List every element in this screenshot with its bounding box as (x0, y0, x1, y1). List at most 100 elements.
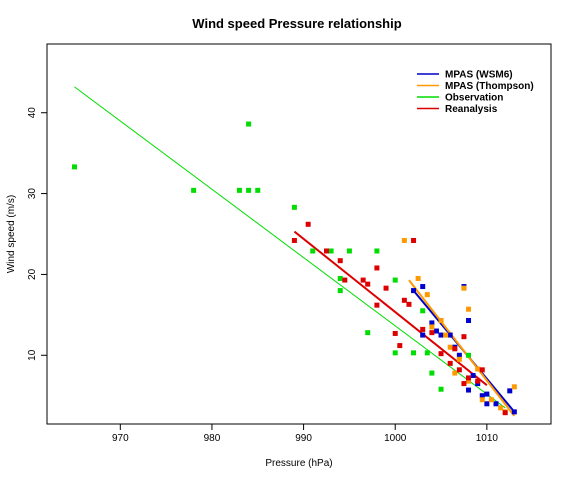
point-reanalysis (479, 367, 485, 373)
point-mpas-wsm6 (507, 388, 513, 394)
point-reanalysis (401, 297, 407, 303)
fit-line-reanalysis (293, 230, 488, 386)
point-mpas-thompson (498, 405, 504, 411)
y-tick-label: 20 (27, 268, 38, 280)
point-mpas-thompson (447, 344, 453, 350)
legend-label-observation: Observation (445, 93, 503, 104)
point-reanalysis (406, 301, 412, 307)
point-mpas-wsm6 (484, 401, 490, 407)
point-mpas-thompson (511, 384, 517, 390)
point-mpas-wsm6 (511, 409, 517, 415)
legend-label-mpas-thompson: MPAS (Thompson) (445, 81, 534, 92)
point-mpas-wsm6 (470, 372, 476, 378)
point-reanalysis (365, 281, 371, 287)
point-mpas-wsm6 (466, 387, 472, 393)
point-observation (365, 330, 371, 336)
point-observation (392, 350, 398, 356)
point-reanalysis (452, 346, 458, 352)
point-observation (337, 275, 343, 281)
point-observation (429, 370, 435, 376)
point-mpas-thompson (401, 237, 407, 243)
point-mpas-thompson (461, 285, 467, 291)
fit-line-observation (74, 86, 506, 409)
point-reanalysis (438, 351, 444, 357)
point-mpas-wsm6 (484, 391, 490, 397)
x-tick-label: 1000 (384, 433, 407, 444)
plot-frame (46, 43, 552, 425)
point-reanalysis (411, 237, 417, 243)
point-observation (191, 187, 197, 193)
point-observation (246, 187, 252, 193)
point-mpas-thompson (488, 397, 494, 403)
point-observation (236, 187, 242, 193)
point-reanalysis (466, 375, 472, 381)
y-tick-label: 10 (27, 349, 38, 361)
x-tick-label: 1010 (476, 433, 499, 444)
point-reanalysis (502, 410, 508, 416)
point-mpas-thompson (415, 275, 421, 281)
point-observation (466, 352, 472, 358)
point-observation (71, 164, 77, 170)
x-tick-label: 970 (112, 433, 129, 444)
y-tick-label: 30 (27, 188, 38, 200)
y-tick-label: 40 (27, 107, 38, 119)
point-observation (424, 350, 430, 356)
point-reanalysis (447, 360, 453, 366)
x-tick-label: 980 (204, 433, 221, 444)
point-reanalysis (383, 285, 389, 291)
point-observation (246, 121, 252, 127)
point-reanalysis (305, 221, 311, 227)
point-observation (438, 386, 444, 392)
point-reanalysis (392, 330, 398, 336)
point-reanalysis (461, 334, 467, 340)
point-mpas-wsm6 (479, 393, 485, 399)
point-observation (392, 277, 398, 283)
point-mpas-wsm6 (447, 332, 453, 338)
point-mpas-thompson (438, 318, 444, 324)
chart-title: Wind speed Pressure relationship (192, 16, 401, 31)
point-mpas-thompson (456, 356, 462, 362)
point-observation (420, 308, 426, 314)
point-mpas-wsm6 (420, 284, 426, 290)
point-mpas-wsm6 (420, 332, 426, 338)
point-mpas-thompson (443, 332, 449, 338)
fit-line-mpas-thompson (408, 279, 516, 417)
point-observation (255, 187, 261, 193)
point-reanalysis (337, 258, 343, 264)
point-mpas-wsm6 (493, 401, 499, 407)
point-observation (328, 248, 334, 254)
point-observation (346, 248, 352, 254)
point-reanalysis (420, 326, 426, 332)
point-reanalysis (374, 265, 380, 271)
legend-label-mpas-wsm6: MPAS (WSM6) (445, 70, 513, 81)
point-mpas-wsm6 (456, 352, 462, 358)
point-mpas-wsm6 (466, 318, 472, 324)
point-mpas-wsm6 (411, 288, 417, 294)
point-mpas-thompson (424, 292, 430, 298)
point-mpas-thompson (475, 366, 481, 372)
legend-label-reanalysis: Reanalysis (445, 104, 498, 115)
legend: MPAS (WSM6)MPAS (Thompson)ObservationRea… (417, 70, 534, 115)
point-mpas-thompson (466, 306, 472, 312)
point-mpas-wsm6 (429, 320, 435, 326)
point-reanalysis (461, 381, 467, 387)
point-mpas-wsm6 (433, 328, 439, 334)
x-axis-label: Pressure (hPa) (265, 458, 332, 469)
point-reanalysis (475, 378, 481, 384)
point-reanalysis (397, 343, 403, 349)
point-mpas-thompson (479, 397, 485, 403)
data-points (71, 121, 517, 416)
point-observation (337, 288, 343, 294)
point-reanalysis (456, 367, 462, 373)
point-mpas-thompson (466, 378, 472, 384)
fit-lines (74, 86, 516, 417)
x-axis: 970 980 990 1000 1010 (112, 424, 498, 444)
point-observation (310, 248, 316, 254)
x-tick-label: 990 (295, 433, 312, 444)
point-reanalysis (291, 237, 297, 243)
y-axis: 10 20 30 40 (27, 107, 47, 361)
point-mpas-wsm6 (438, 332, 444, 338)
point-mpas-thompson (452, 370, 458, 376)
point-reanalysis (374, 302, 380, 308)
